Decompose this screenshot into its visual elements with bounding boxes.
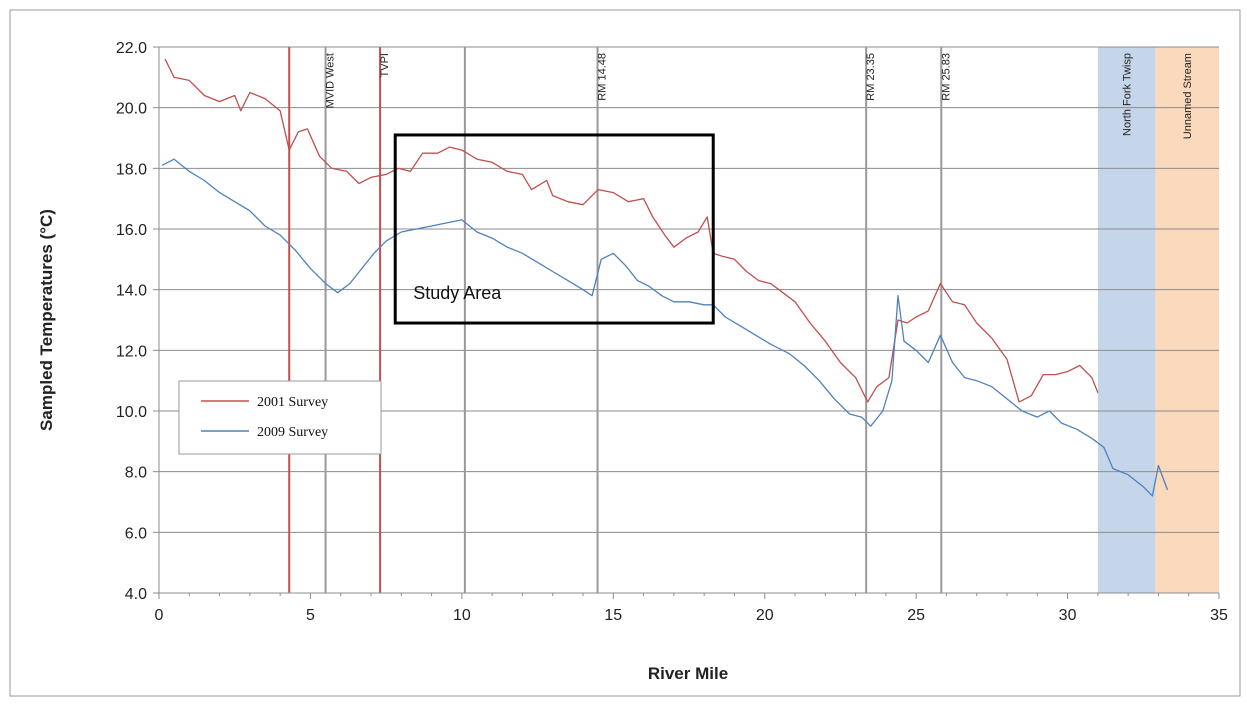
y-tick-label: 12.0 xyxy=(116,343,147,360)
legend-label-2: 2009 Survey xyxy=(257,425,328,440)
region-label: North Fork Twisp xyxy=(1122,53,1134,136)
x-tick-label: 35 xyxy=(1210,607,1228,624)
study-area-box xyxy=(393,133,715,325)
y-tick-label: 8.0 xyxy=(125,465,147,482)
y-tick-label: 14.0 xyxy=(116,283,147,300)
x-tick-label: 15 xyxy=(604,607,622,624)
legend-box xyxy=(178,380,382,455)
x-tick-label: 0 xyxy=(155,607,164,624)
chart-frame xyxy=(9,9,1241,697)
series-line-1 xyxy=(164,58,1099,403)
marker-label: TVPI xyxy=(379,53,391,77)
study-area-label: Study Area xyxy=(413,283,502,303)
x-tick-label: 25 xyxy=(907,607,925,624)
y-tick-label: 18.0 xyxy=(116,161,147,178)
y-tick-label: 20.0 xyxy=(116,101,147,118)
x-tick-label: 5 xyxy=(306,607,315,624)
marker-label: RM 23.35 xyxy=(865,53,877,101)
y-tick-label: 22.0 xyxy=(116,40,147,57)
marker-label: MVID West xyxy=(325,53,337,108)
y-tick-label: 6.0 xyxy=(125,525,147,542)
x-tick-label: 20 xyxy=(756,607,774,624)
y-tick-label: 16.0 xyxy=(116,222,147,239)
y-axis-title: Sampled Temperatures (°C) xyxy=(37,209,56,431)
y-tick-label: 10.0 xyxy=(116,404,147,421)
marker-label: RM 25.83 xyxy=(940,53,952,101)
series-line-2 xyxy=(161,158,1169,497)
x-tick-label: 10 xyxy=(453,607,471,624)
x-axis-title: River Mile xyxy=(648,664,728,683)
legend-label-1: 2001 Survey xyxy=(257,395,328,410)
x-tick-label: 30 xyxy=(1059,607,1077,624)
shaded-region-1 xyxy=(1097,47,1156,593)
region-label: Unnamed Stream xyxy=(1182,53,1194,139)
y-tick-label: 4.0 xyxy=(125,586,147,603)
shaded-region-2 xyxy=(1155,47,1219,593)
marker-label: RM 14.48 xyxy=(597,53,609,101)
